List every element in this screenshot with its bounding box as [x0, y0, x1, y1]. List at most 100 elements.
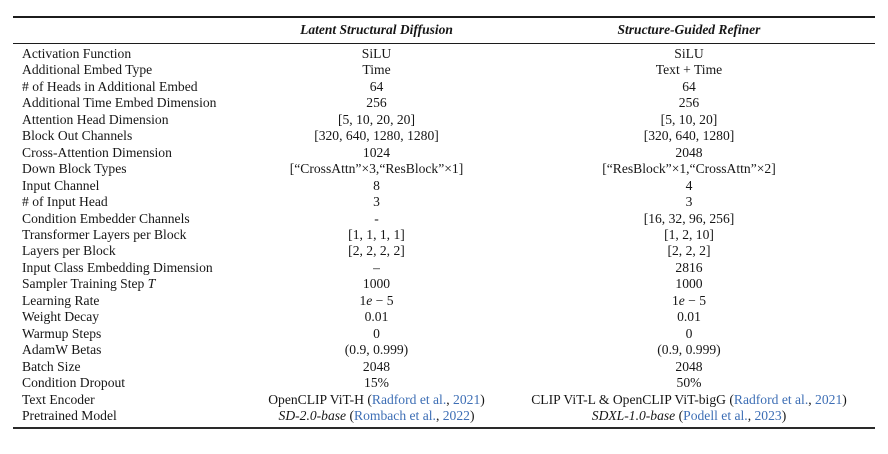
value-structure-guided-refiner: SiLU [503, 44, 875, 63]
value-latent-structural-diffusion: 0.01 [250, 309, 503, 325]
text-segment: Batch Size [22, 358, 81, 374]
text-segment: , [446, 391, 454, 407]
text-segment: SiLU [361, 46, 392, 61]
text-segment: Condition Embedder Channels [22, 210, 190, 226]
citation-link[interactable]: 2021 [453, 391, 481, 407]
text-segment: 50% [676, 375, 702, 391]
citation-link[interactable]: Radford et al. [371, 391, 447, 407]
text-segment: Learning Rate [22, 292, 100, 308]
value-structure-guided-refiner: 4 [503, 178, 875, 194]
paper-table-region: Latent Structural Diffusion Structure-Gu… [13, 16, 875, 430]
citation-link[interactable]: 2021 [815, 391, 843, 407]
value-structure-guided-refiner: (0.9, 0.999) [503, 342, 875, 358]
text-segment: Additional Time Embed Dimension [22, 95, 217, 111]
value-latent-structural-diffusion: 64 [250, 79, 503, 95]
value-structure-guided-refiner: Text + Time [503, 62, 875, 78]
text-segment: [1, 2, 10] [664, 226, 714, 242]
text-segment: Input Class Embedding Dimension [22, 259, 213, 275]
text-segment: Text + Time [655, 62, 723, 78]
param-label: Warmup Steps [13, 326, 250, 342]
value-structure-guided-refiner: 256 [503, 95, 875, 111]
param-label: Activation Function [13, 44, 250, 63]
text-segment: Weight Decay [22, 309, 100, 325]
value-latent-structural-diffusion: 256 [250, 95, 503, 111]
text-segment: , [435, 407, 443, 423]
header-row: Latent Structural Diffusion Structure-Gu… [13, 16, 875, 44]
citation-link[interactable]: Podell et al. [683, 407, 748, 423]
table-row: Additional Time Embed Dimension 256 256 [13, 95, 875, 111]
text-segment: 1000 [362, 276, 391, 292]
text-segment: [5, 10, 20] [660, 111, 718, 127]
table-row: Down Block Types [“CrossAttn”×3,“ResBlock… [13, 161, 875, 177]
text-segment: [2, 2, 2] [667, 243, 711, 259]
value-structure-guided-refiner: CLIP ViT-L & OpenCLIP ViT-bigG (Radford … [503, 392, 875, 408]
text-segment: SiLU [674, 46, 704, 61]
value-structure-guided-refiner: [320, 640, 1280] [503, 128, 875, 144]
text-segment: 2048 [675, 358, 703, 374]
value-latent-structural-diffusion: 0 [250, 326, 503, 342]
text-segment: Additional Embed Type [22, 62, 153, 78]
param-label: Additional Time Embed Dimension [13, 95, 250, 111]
table-row: AdamW Betas (0.9, 0.999) (0.9, 0.999) [13, 342, 875, 358]
hyperparameters-table: Latent Structural Diffusion Structure-Gu… [13, 16, 875, 430]
table-row: # of Heads in Additional Embed 64 64 [13, 79, 875, 95]
param-label: Down Block Types [13, 161, 250, 177]
text-segment: ) [480, 391, 485, 407]
text-segment: , [808, 391, 816, 407]
value-latent-structural-diffusion: 8 [250, 178, 503, 194]
text-segment: Warmup Steps [22, 325, 102, 341]
value-structure-guided-refiner: [“ResBlock”×1,“CrossAttn”×2] [503, 161, 875, 177]
table-row: Attention Head Dimension [5, 10, 20, 20] [… [13, 112, 875, 128]
citation-link[interactable]: Radford et al. [733, 391, 809, 407]
text-segment: 2048 [675, 144, 703, 160]
citation-link[interactable]: Rombach et al. [354, 407, 436, 423]
value-structure-guided-refiner: 1000 [503, 276, 875, 292]
table-row: Activation Function SiLU SiLU [13, 44, 875, 63]
text-segment: − 5 [684, 292, 707, 308]
value-latent-structural-diffusion: [“CrossAttn”×3,“ResBlock”×1] [250, 161, 503, 177]
text-segment: (0.9, 0.999) [344, 342, 409, 358]
text-segment: CLIP ViT-L & OpenCLIP ViT-bigG ( [531, 391, 734, 407]
text-segment: 1000 [675, 276, 703, 292]
value-latent-structural-diffusion: 1024 [250, 145, 503, 161]
text-segment: ) [469, 407, 475, 423]
text-segment: Text Encoder [22, 391, 95, 407]
table-row: Sampler Training Step T 1000 1000 [13, 276, 875, 292]
text-segment: AdamW Betas [22, 342, 102, 358]
text-segment: 1024 [362, 144, 391, 160]
citation-link[interactable]: 2022 [442, 407, 470, 423]
text-segment: [320, 640, 1280] [643, 128, 735, 144]
text-segment: e [678, 292, 685, 308]
text-segment: 1 [359, 292, 367, 308]
text-segment: Layers per Block [22, 243, 116, 259]
text-segment: Down Block Types [22, 161, 127, 177]
value-latent-structural-diffusion: [320, 640, 1280, 1280] [250, 128, 503, 144]
text-segment: Cross-Attention Dimension [22, 144, 172, 160]
param-label: Input Class Embedding Dimension [13, 260, 250, 276]
value-latent-structural-diffusion: SD-2.0-base (Rombach et al., 2022) [250, 407, 503, 430]
param-label: Input Channel [13, 178, 250, 194]
table-row: Block Out Channels [320, 640, 1280, 1280]… [13, 128, 875, 144]
value-latent-structural-diffusion: 1e − 5 [250, 293, 503, 309]
text-segment: Block Out Channels [22, 128, 133, 144]
citation-link[interactable]: 2023 [754, 407, 782, 423]
text-segment: # of Input Head [22, 194, 108, 210]
param-label: AdamW Betas [13, 342, 250, 358]
value-structure-guided-refiner: 50% [503, 375, 875, 391]
table-row: Input Channel 8 4 [13, 178, 875, 194]
value-structure-guided-refiner: 0.01 [503, 309, 875, 325]
text-segment: (0.9, 0.999) [657, 342, 721, 358]
text-segment: OpenCLIP ViT-H ( [268, 391, 372, 407]
text-segment: 256 [678, 95, 700, 111]
text-segment: 2816 [675, 259, 703, 275]
param-label: Pretrained Model [13, 407, 250, 430]
value-structure-guided-refiner: 2048 [503, 359, 875, 375]
text-segment: 0.01 [364, 309, 389, 325]
table-row: Weight Decay 0.01 0.01 [13, 309, 875, 325]
text-segment: Attention Head Dimension [22, 111, 169, 127]
text-segment: e [366, 292, 373, 308]
param-label: Condition Dropout [13, 375, 250, 391]
value-latent-structural-diffusion: [5, 10, 20, 20] [250, 112, 503, 128]
table-body: Activation Function SiLU SiLU Additional Em… [13, 44, 875, 430]
text-segment: Activation Function [22, 46, 132, 61]
